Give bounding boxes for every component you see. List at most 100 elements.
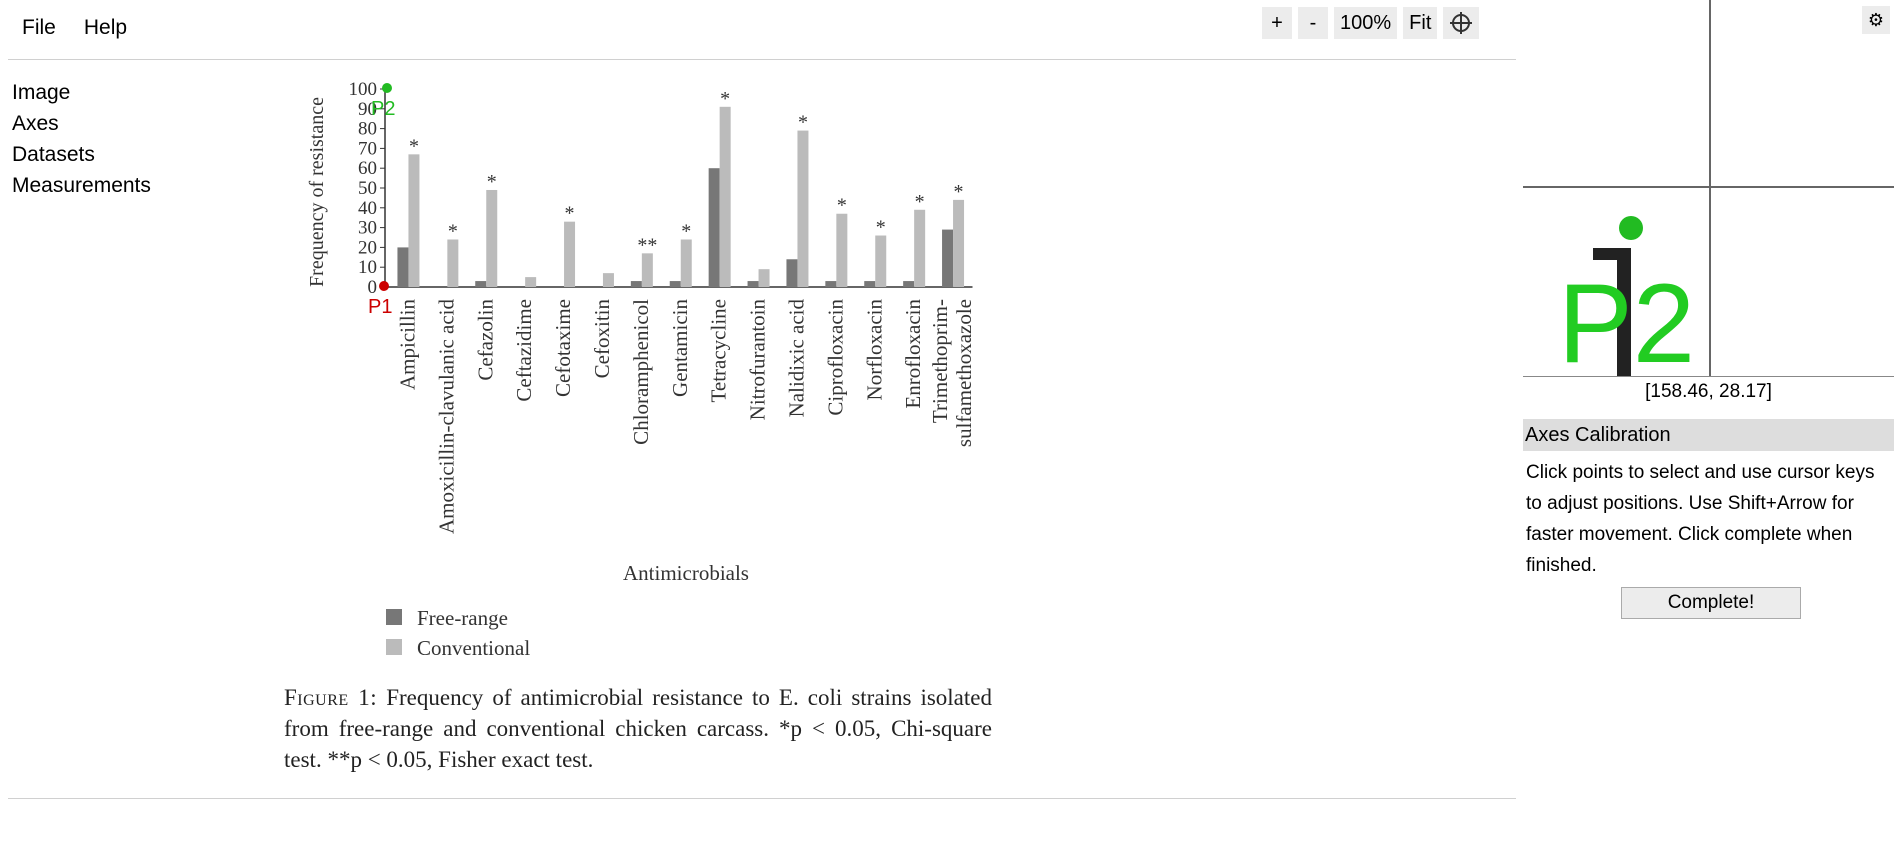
y-tick-label: 0 bbox=[368, 277, 378, 298]
significance-marker: * bbox=[720, 88, 730, 110]
bar-conventional bbox=[602, 273, 614, 287]
nav-datasets[interactable]: Datasets bbox=[12, 143, 95, 166]
x-tick-label: Trimethoprim- bbox=[928, 299, 952, 423]
bar-conventional bbox=[953, 199, 965, 287]
x-axis-label: Antimicrobials bbox=[623, 561, 749, 585]
menu-help[interactable]: Help bbox=[83, 16, 128, 39]
legend-label-free-range: Free-range bbox=[417, 606, 508, 630]
crosshair-button[interactable] bbox=[1443, 7, 1480, 39]
bar-conventional bbox=[758, 269, 770, 287]
significance-marker: * bbox=[681, 220, 691, 242]
top-divider bbox=[8, 59, 1516, 60]
bar-free-range bbox=[825, 281, 837, 287]
y-tick-label: 20 bbox=[358, 237, 377, 258]
nav-axes[interactable]: Axes bbox=[12, 112, 59, 135]
significance-marker: * bbox=[876, 217, 886, 239]
caption-text: Frequency of antimicrobial resistance to… bbox=[284, 685, 992, 772]
cursor-coordinates: [158.46, 28.17] bbox=[1645, 381, 1772, 402]
bar-conventional bbox=[797, 130, 809, 287]
bar-free-range bbox=[864, 281, 876, 287]
y-tick-label: 80 bbox=[358, 119, 377, 140]
bar-conventional bbox=[875, 235, 887, 287]
calibration-label-p2: P2 bbox=[371, 98, 395, 120]
significance-marker: * bbox=[798, 112, 808, 134]
x-tick-label: Cefotaxime bbox=[551, 299, 575, 397]
nav-image[interactable]: Image bbox=[12, 81, 71, 104]
x-tick-label: sulfamethoxazole bbox=[952, 299, 976, 447]
calibration-point-p1 bbox=[379, 281, 389, 291]
y-tick-label: 70 bbox=[358, 138, 377, 159]
bar-free-range bbox=[903, 281, 915, 287]
calibration-label-p1: P1 bbox=[368, 296, 392, 318]
y-tick-label: 30 bbox=[358, 218, 377, 239]
panel-instructions: Click points to select and use cursor ke… bbox=[1526, 462, 1875, 576]
bar-conventional bbox=[486, 189, 498, 287]
y-tick-label: 60 bbox=[358, 158, 377, 179]
magnifier-view: P2 ⚙ bbox=[1523, 0, 1894, 377]
bottom-divider bbox=[8, 798, 1516, 799]
bar-conventional bbox=[447, 239, 459, 287]
side-nav: Image Axes Datasets Measurements bbox=[12, 77, 151, 201]
bar-free-range bbox=[747, 281, 759, 287]
bar-conventional bbox=[680, 239, 692, 287]
crosshair-icon bbox=[1450, 12, 1473, 34]
x-tick-label: Amoxicillin-clavulanic acid bbox=[434, 299, 458, 534]
calibration-point-p2 bbox=[382, 83, 392, 93]
panel-title: Axes Calibration bbox=[1523, 419, 1894, 451]
figure-caption: Figure 1: Frequency of antimicrobial res… bbox=[284, 682, 992, 775]
legend-swatch-free-range bbox=[386, 609, 402, 625]
bar-conventional bbox=[525, 277, 537, 287]
x-tick-label: Ceftazidime bbox=[512, 299, 536, 402]
x-tick-label: Ciprofloxacin bbox=[823, 299, 847, 416]
y-tick-label: 90 bbox=[358, 99, 377, 120]
significance-marker: * bbox=[837, 195, 847, 217]
magnifier-label: P2 bbox=[1558, 261, 1695, 376]
bar-conventional bbox=[719, 106, 731, 287]
y-tick-label: 50 bbox=[358, 178, 377, 199]
bar-free-range bbox=[942, 229, 954, 287]
y-tick-label: 10 bbox=[358, 257, 377, 278]
y-tick-label: 40 bbox=[358, 198, 377, 219]
bar-conventional bbox=[408, 154, 420, 287]
significance-marker: ** bbox=[637, 234, 657, 256]
bar-free-range bbox=[708, 168, 720, 287]
x-tick-label: Nalidixic acid bbox=[784, 299, 808, 418]
x-tick-label: Enrofloxacin bbox=[901, 299, 925, 409]
x-tick-label: Cefazolin bbox=[473, 299, 497, 381]
bar-conventional bbox=[914, 209, 926, 287]
bar-free-range bbox=[669, 281, 681, 287]
significance-marker: * bbox=[448, 220, 458, 242]
caption-label: Figure 1: bbox=[284, 685, 378, 710]
x-tick-label: Gentamicin bbox=[668, 299, 692, 397]
fit-button[interactable]: Fit bbox=[1403, 7, 1438, 39]
bar-free-range bbox=[397, 247, 409, 287]
significance-marker: * bbox=[487, 171, 497, 193]
x-tick-label: Tetracycline bbox=[707, 299, 731, 402]
zoom-level-button[interactable]: 100% bbox=[1334, 7, 1398, 39]
menu-file[interactable]: File bbox=[22, 16, 56, 39]
y-tick-label: 100 bbox=[349, 79, 378, 100]
bar-free-range bbox=[630, 281, 642, 287]
x-tick-label: Norfloxacin bbox=[862, 299, 886, 401]
x-tick-label: Nitrofurantoin bbox=[746, 299, 770, 421]
zoom-in-button[interactable]: + bbox=[1262, 7, 1292, 39]
menu-bar: File Help bbox=[8, 10, 141, 48]
bar-free-range bbox=[475, 281, 487, 287]
significance-marker: * bbox=[409, 135, 419, 157]
x-tick-label: Ampicillin bbox=[395, 299, 419, 390]
gear-icon: ⚙ bbox=[1867, 9, 1885, 30]
significance-marker: * bbox=[954, 181, 964, 203]
bar-conventional bbox=[564, 221, 576, 287]
bar-conventional bbox=[641, 253, 653, 287]
magnifier-settings-button[interactable]: ⚙ bbox=[1862, 6, 1890, 34]
legend-swatch-conventional bbox=[386, 639, 402, 655]
complete-button[interactable]: Complete! bbox=[1621, 587, 1801, 619]
nav-measurements[interactable]: Measurements bbox=[12, 174, 151, 197]
zoom-toolbar: + - 100% Fit bbox=[1262, 7, 1480, 39]
figure-canvas[interactable]: 0 10 20 30 40 50 60 70 80 90 100 Frequency of resis… bbox=[0, 0, 1020, 800]
bar-conventional bbox=[836, 213, 848, 287]
zoom-out-button[interactable]: - bbox=[1298, 7, 1328, 39]
legend-label-conventional: Conventional bbox=[417, 636, 530, 660]
y-axis-label: Frequency of resistance bbox=[306, 97, 328, 287]
